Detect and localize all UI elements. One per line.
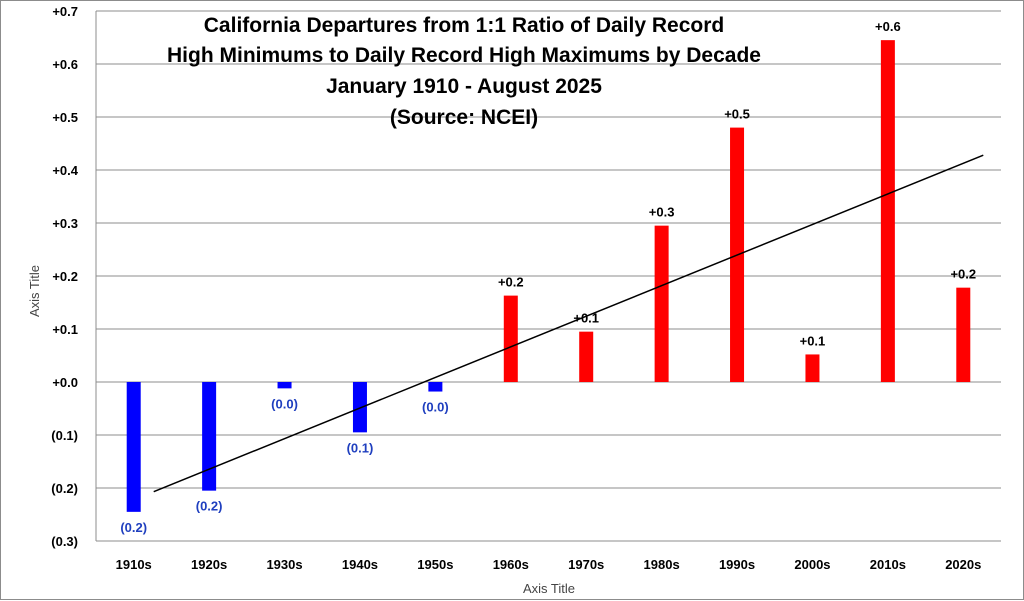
y-tick-label: +0.3 [52,216,78,231]
trendline-line [153,154,984,493]
x-tick-label: 2000s [794,557,830,572]
y-tick-label: +0.5 [52,110,78,125]
y-tick-label: +0.0 [52,375,78,390]
data-label: +0.2 [950,267,976,282]
bar [880,40,895,383]
bar [654,225,669,382]
x-axis-title: Axis Title [523,581,575,596]
data-label: (0.1) [347,440,374,455]
bar [428,382,443,392]
y-tick-label: +0.7 [52,4,78,19]
x-tick-label: 1930s [266,557,302,572]
data-labels: (0.2) (0.2) (0.0) (0.1) (0.0) +0.2 +0.1 +0.3 +0.… [120,19,976,535]
chart-title: California Departures from 1:1 Ratio of … [167,14,761,129]
x-tick-label: 1940s [342,557,378,572]
x-tick-label: 1960s [493,557,529,572]
y-tick-label: (0.2) [51,481,78,496]
bar [352,382,367,433]
data-label: +0.6 [875,19,901,34]
bar [277,382,292,389]
trendline [153,154,984,493]
bar [126,382,141,512]
data-label: (0.0) [422,400,449,415]
data-label: (0.2) [196,499,223,514]
data-label: +0.2 [498,275,524,290]
data-label: +0.1 [800,333,826,348]
x-tick-labels: 1910s 1920s 1930s 1940s 1950s 1960s 1970s 1980s… [116,557,982,572]
x-tick-label: 1950s [417,557,453,572]
data-label: (0.2) [120,520,147,535]
y-tick-label: +0.4 [52,163,78,178]
x-tick-label: 1980s [644,557,680,572]
x-tick-label: 2020s [945,557,981,572]
x-tick-label: 2010s [870,557,906,572]
bar [956,287,971,382]
data-label: +0.3 [649,205,675,220]
x-tick-label: 1970s [568,557,604,572]
title-line-4: (Source: NCEI) [390,106,538,129]
bar [805,354,820,382]
bar [503,295,518,382]
x-tick-label: 1910s [116,557,152,572]
data-label: +0.5 [724,107,750,122]
data-label: (0.0) [271,396,298,411]
x-tick-label: 1990s [719,557,755,572]
bar [579,331,594,382]
y-tick-label: +0.2 [52,269,78,284]
y-axis-title: Axis Title [27,265,42,317]
x-tick-label: 1920s [191,557,227,572]
y-tick-label: +0.6 [52,57,78,72]
title-line-1: California Departures from 1:1 Ratio of … [204,14,724,37]
y-tick-labels: +0.7 +0.6 +0.5 +0.4 +0.3 +0.2 +0.1 +0.0 (0.1) (0.… [51,4,78,549]
bar [202,382,217,491]
title-line-2: High Minimums to Daily Record High Maxim… [167,44,761,67]
y-tick-label: +0.1 [52,322,78,337]
gridlines [95,10,1001,542]
title-line-3: January 1910 - August 2025 [326,75,602,98]
y-tick-label: (0.3) [51,534,78,549]
y-tick-label: (0.1) [51,428,78,443]
